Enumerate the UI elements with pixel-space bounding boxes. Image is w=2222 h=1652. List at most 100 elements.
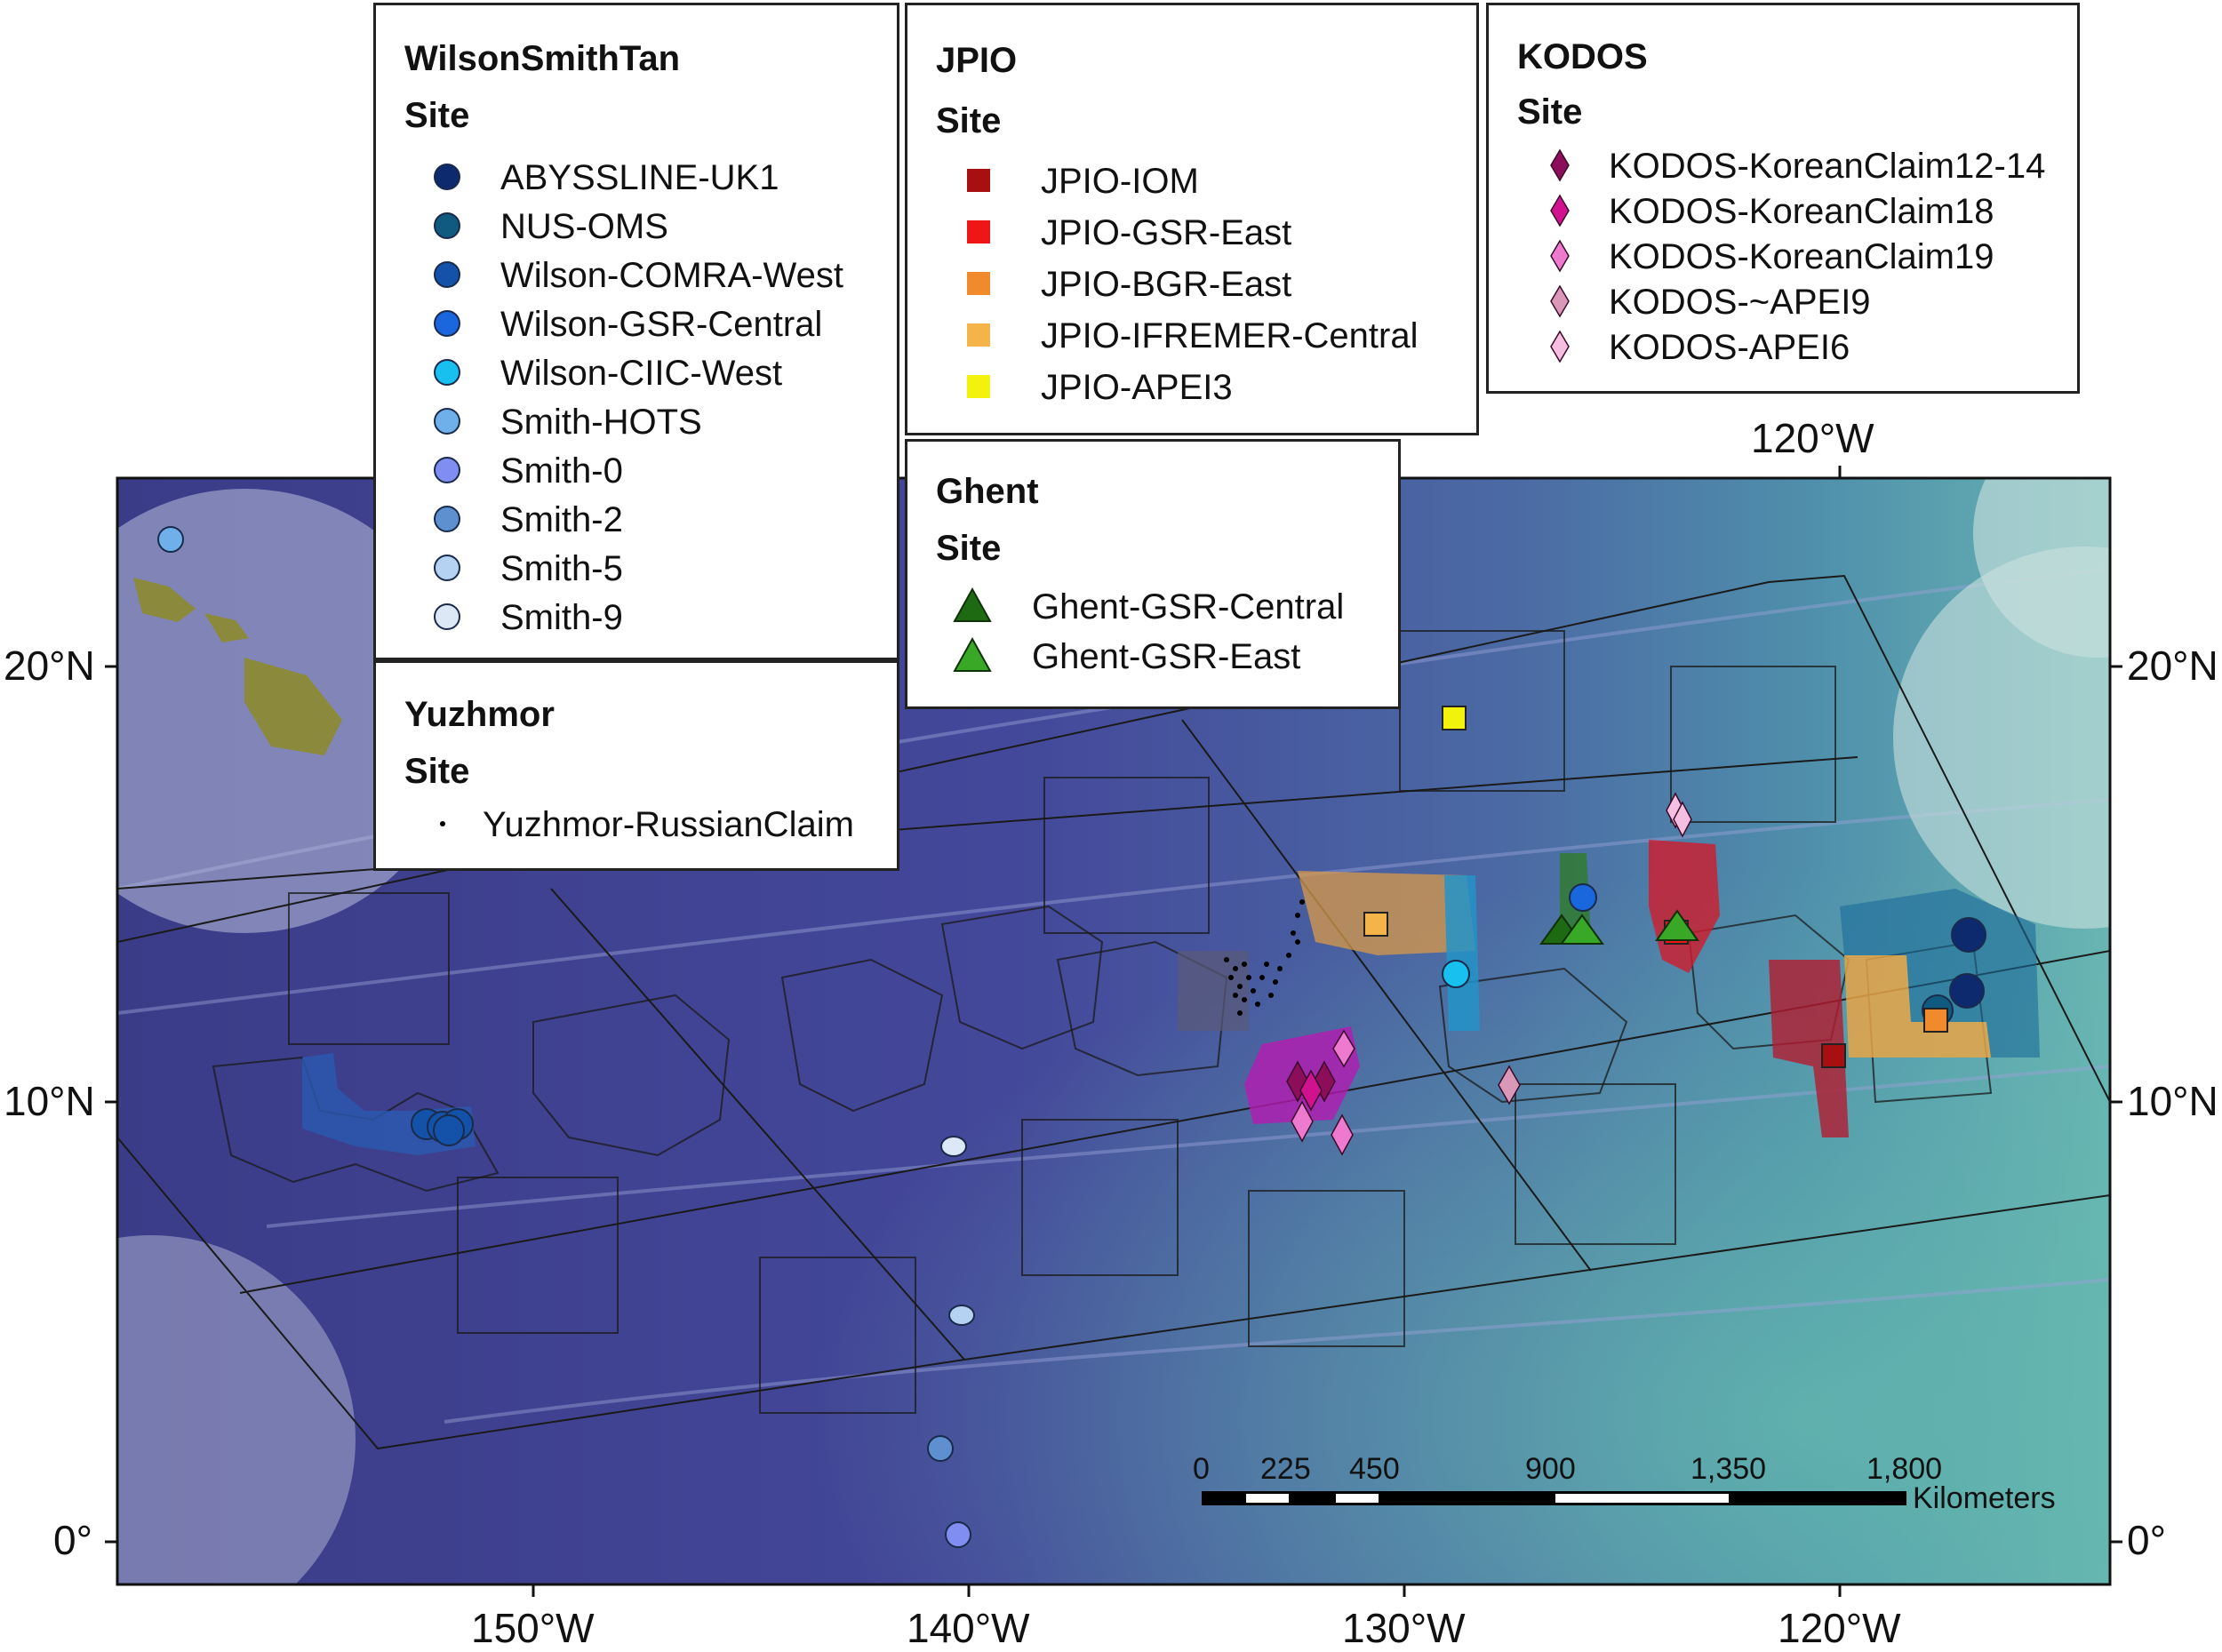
jpio-iom-marker: [1821, 1043, 1846, 1068]
smith-0-marker: [945, 1521, 971, 1548]
legend-subtitle: Site: [404, 752, 470, 791]
circle-symbol-icon: [425, 155, 469, 199]
legend-item-label: KODOS-KoreanClaim12-14: [1609, 147, 2046, 186]
legend-item-label: Smith-0: [500, 451, 623, 491]
circle-symbol-icon: [425, 546, 469, 590]
legend-item: JPIO-APEI3: [907, 364, 1476, 409]
legend-item: Wilson-COMRA-West: [376, 252, 897, 297]
diamond-symbol-icon: [1538, 234, 1582, 278]
circle-symbol-icon: [425, 204, 469, 248]
legend-item: JPIO-IFREMER-Central: [907, 313, 1476, 357]
legend-item-label: Smith-5: [500, 549, 623, 588]
scale-tick-label: 225: [1260, 1452, 1311, 1486]
legend-item-label: Wilson-GSR-Central: [500, 305, 823, 344]
legend-title: JPIO: [936, 41, 1018, 80]
legend-item-label: ABYSSLINE-UK1: [500, 158, 779, 197]
square-symbol-icon: [956, 158, 1001, 203]
ghent-gsr-east-marker: [1655, 909, 1699, 941]
legend-item-label: KODOS-KoreanClaim18: [1609, 192, 1994, 231]
legend-yuzhmor: Yuzhmor Site Yuzhmor-RussianClaim: [373, 660, 899, 871]
triangle-symbol-icon: [950, 634, 995, 678]
legend-item-label: Smith-9: [500, 598, 623, 637]
kodos-koreanclaim19-marker: [1331, 1113, 1354, 1156]
lat-label-right-0: 0°: [2127, 1517, 2166, 1563]
lat-label-right-10n: 10°N: [2127, 1078, 2218, 1124]
nus-area: [1840, 889, 2040, 1057]
legend-item: Smith-HOTS: [376, 399, 897, 443]
legend-subtitle: Site: [1517, 92, 1583, 132]
legend-item: KODOS-~APEI9: [1489, 279, 2077, 323]
legend-item-label: Ghent-GSR-Central: [1032, 587, 1345, 626]
lat-label-left-0: 0°: [53, 1517, 92, 1563]
ghent-markers: [1539, 909, 1699, 945]
lon-label-150w: 150°W: [471, 1605, 595, 1651]
circle-symbol-icon: [425, 448, 469, 492]
kodos-koreanclaim18-marker: [1299, 1069, 1323, 1112]
circle-symbol-icon: [425, 497, 469, 541]
jpio-apei3-marker: [1442, 706, 1467, 730]
kodos-apei6-marker: [1673, 801, 1692, 838]
legend-item: KODOS-KoreanClaim19: [1489, 234, 2077, 278]
lat-label-left-20n: 20°N: [4, 642, 95, 689]
square-symbol-icon: [956, 364, 1001, 409]
dot-symbol-icon: [420, 802, 465, 846]
lon-label-120w: 120°W: [1778, 1605, 1901, 1651]
circle-symbol-icon: [425, 301, 469, 346]
lat-label-left-10n: 10°N: [4, 1078, 95, 1124]
legend-item: KODOS-KoreanClaim18: [1489, 188, 2077, 233]
triangle-symbol-icon: [950, 584, 995, 628]
legend-ghent: Ghent Site Ghent-GSR-Central Ghent-GSR-Ea…: [905, 439, 1401, 709]
scale-tick-label: 900: [1525, 1452, 1576, 1486]
legend-item: ABYSSLINE-UK1: [376, 155, 897, 199]
legend-jpio: JPIO Site JPIO-IOM JPIO-GSR-East JPIO-BGR-…: [905, 3, 1479, 435]
legend-wilsonsmithtan: WilsonSmithTan Site ABYSSLINE-UK1 NUS-OMS…: [373, 3, 899, 660]
legend-item-label: JPIO-BGR-East: [1041, 265, 1292, 304]
ifremer-area: [1844, 955, 1991, 1057]
kodos-markers: [1286, 792, 1692, 1156]
circle-symbol-icon: [425, 350, 469, 395]
legend-item-label: JPIO-GSR-East: [1041, 213, 1292, 252]
diamond-symbol-icon: [1538, 324, 1582, 369]
legend-item: KODOS-APEI6: [1489, 324, 2077, 369]
legend-item: JPIO-GSR-East: [907, 210, 1476, 254]
scale-tick-label: 450: [1349, 1452, 1400, 1486]
scale-unit-label: Kilometers: [1913, 1481, 2056, 1515]
lat-label-right-20n: 20°N: [2127, 642, 2218, 689]
circle-symbol-icon: [425, 252, 469, 297]
yuzhmor-points: [1224, 899, 1305, 1016]
iom-area: [1769, 960, 1849, 1137]
diamond-symbol-icon: [1538, 279, 1582, 323]
lon-label-140w: 140°W: [907, 1605, 1030, 1651]
wilson-comra-west-marker: [433, 1114, 465, 1146]
kodos-apei9-marker: [1498, 1065, 1521, 1105]
legend-item: Smith-9: [376, 595, 897, 639]
legend-item-label: KODOS-KoreanClaim19: [1609, 237, 1994, 276]
jpio-bgr-east-marker: [1923, 1008, 1948, 1033]
southwest-mask-circle: [117, 1235, 356, 1584]
legend-item-label: KODOS-APEI6: [1609, 328, 1850, 367]
legend-item-label: JPIO-IOM: [1041, 162, 1199, 201]
kodos-koreanclaim19-marker: [1332, 1029, 1355, 1068]
legend-item: Ghent-GSR-East: [907, 634, 1398, 678]
legend-item: Wilson-GSR-Central: [376, 301, 897, 346]
lon-label-130w: 130°W: [1342, 1605, 1466, 1651]
legend-title: Yuzhmor: [404, 695, 555, 734]
legend-item: NUS-OMS: [376, 204, 897, 248]
legend-item: Smith-2: [376, 497, 897, 541]
legend-item: Yuzhmor-RussianClaim: [376, 802, 897, 846]
square-symbol-icon: [956, 313, 1001, 357]
legend-item: Wilson-CIIC-West: [376, 350, 897, 395]
kodos-koreanclaim19-marker: [1291, 1100, 1314, 1143]
legend-item-label: Smith-HOTS: [500, 403, 702, 442]
circle-symbol-icon: [425, 399, 469, 443]
legend-item-label: KODOS-~APEI9: [1609, 283, 1871, 322]
legend-item: Smith-0: [376, 448, 897, 492]
scale-tick-label: 1,350: [1690, 1452, 1767, 1486]
square-symbol-icon: [956, 210, 1001, 254]
abyssline-uk1-marker: [1951, 917, 1986, 953]
legend-subtitle: Site: [936, 101, 1002, 140]
legend-item: Smith-5: [376, 546, 897, 590]
east-mask-circle: [1893, 547, 2110, 929]
smith-9-marker: [940, 1136, 967, 1157]
wilson-ciic-west-marker: [1442, 960, 1470, 988]
